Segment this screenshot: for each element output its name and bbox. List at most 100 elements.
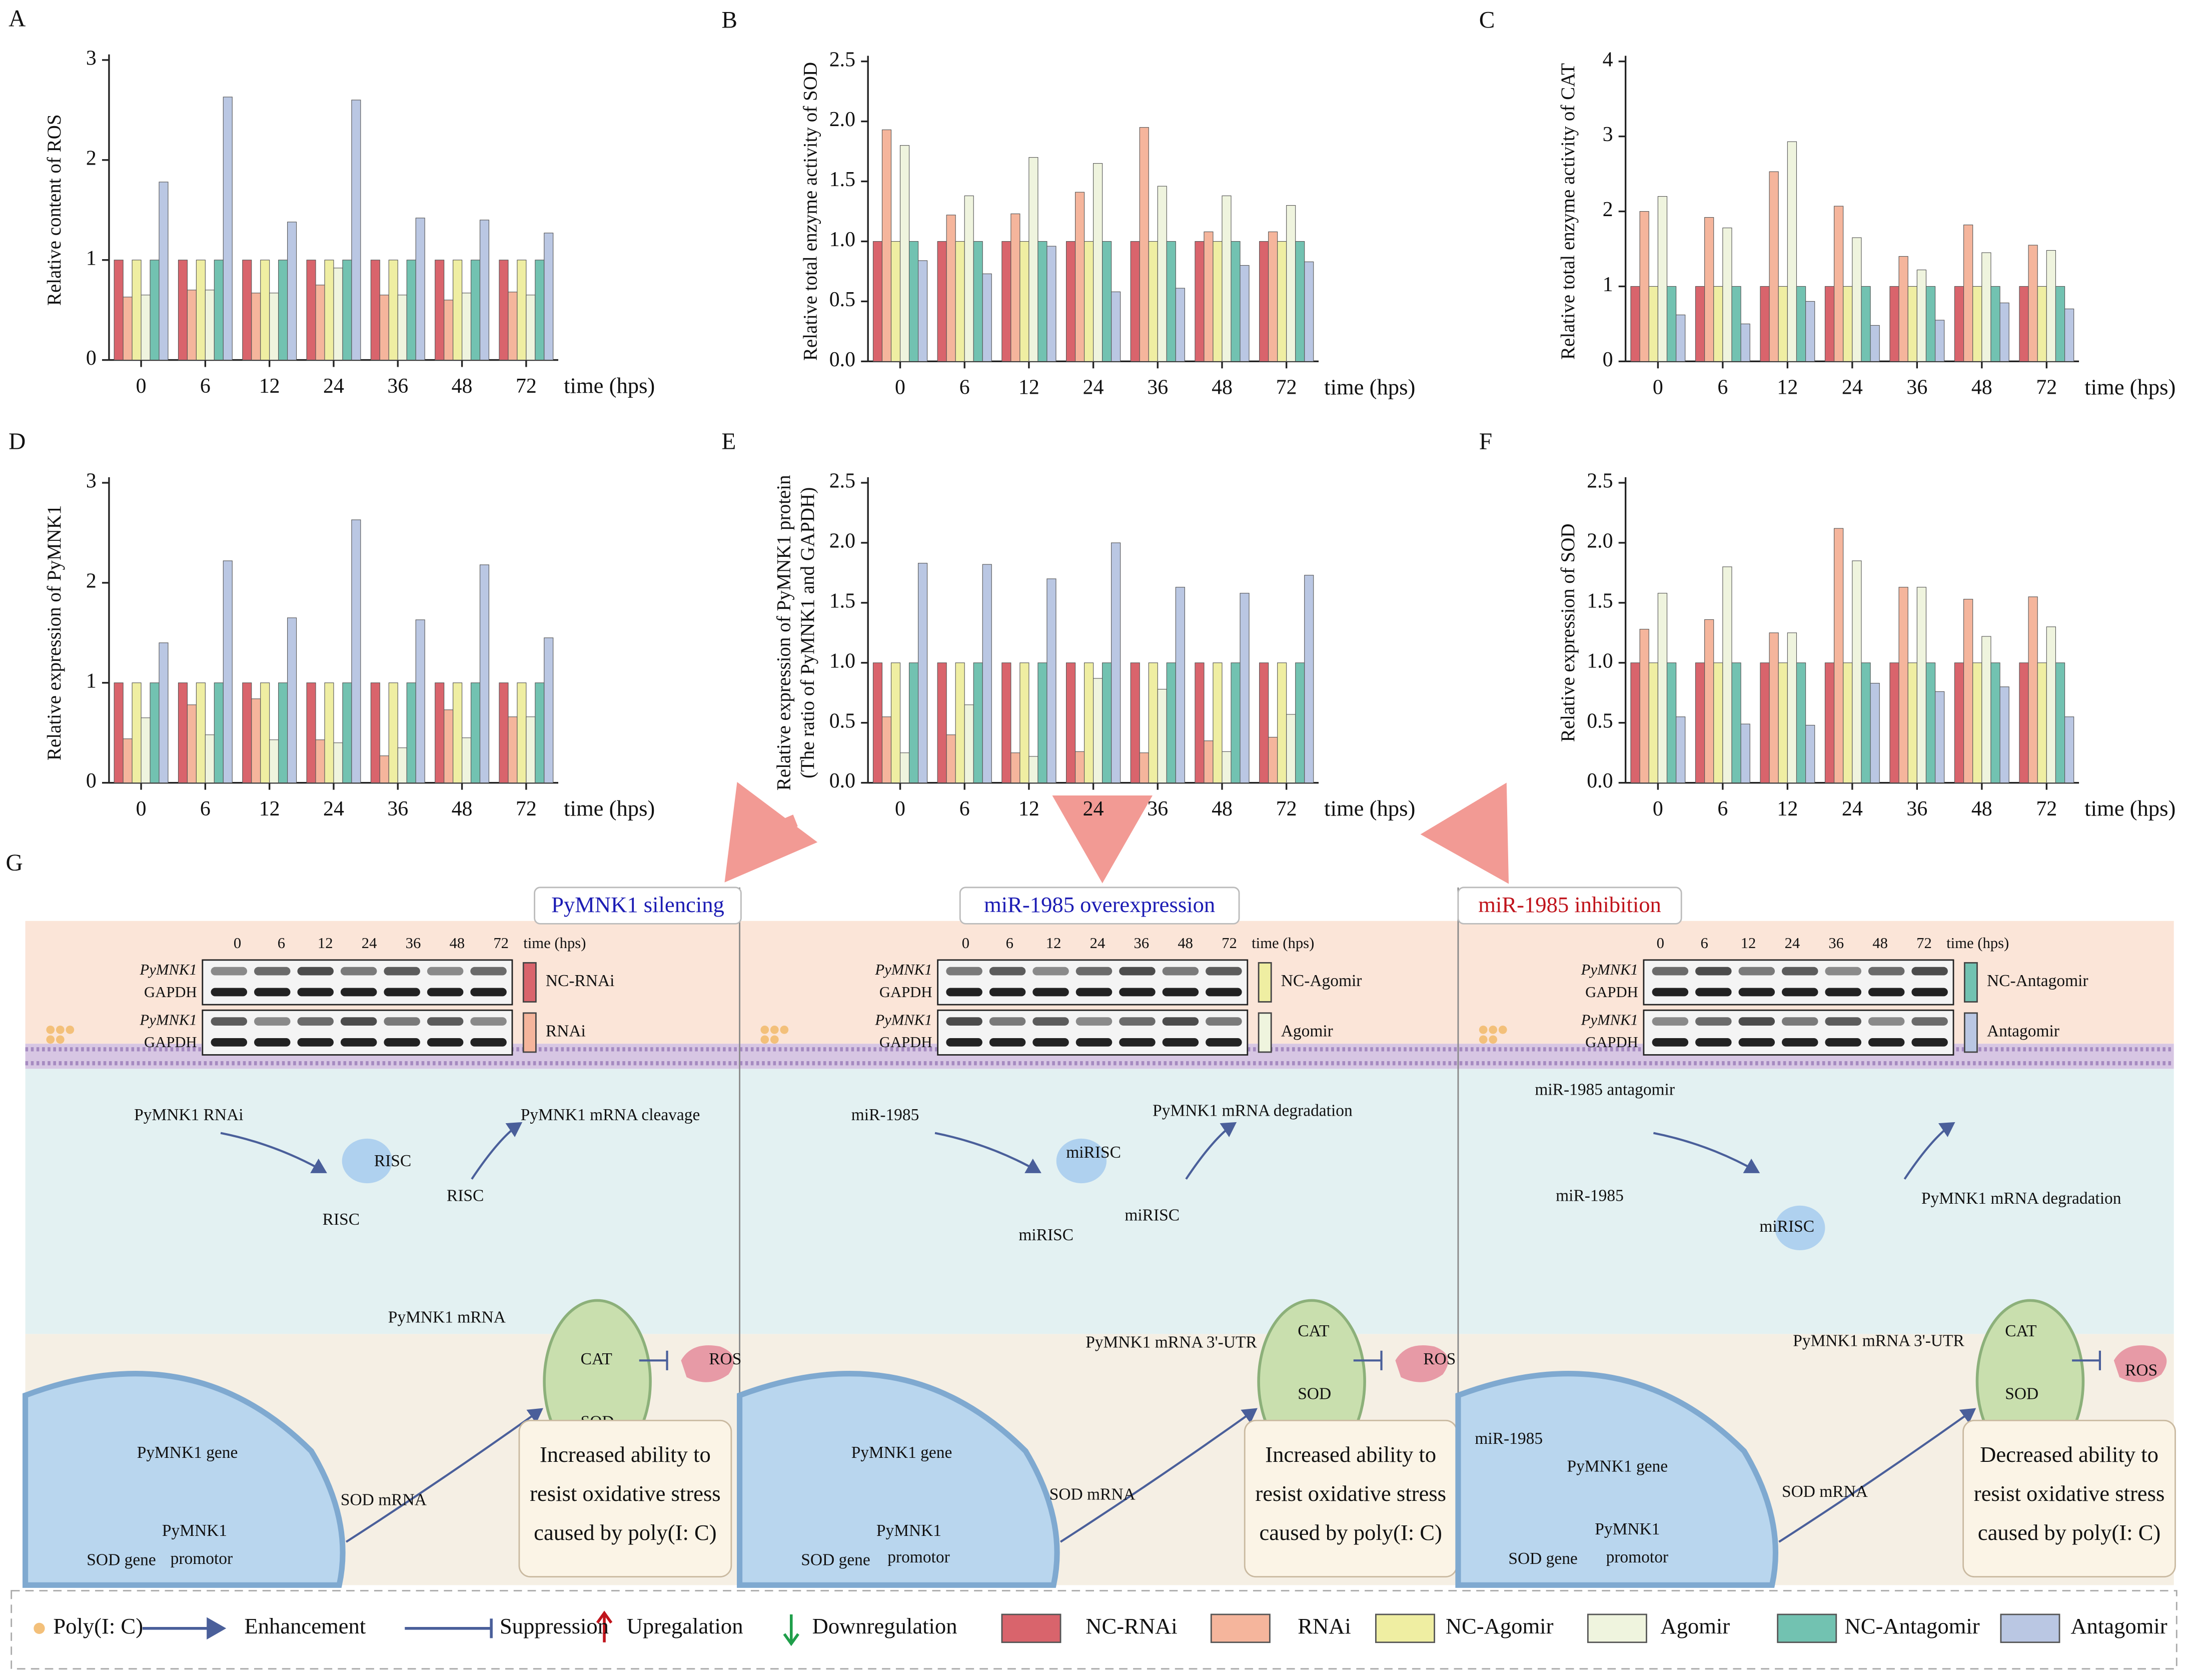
bar [1824, 286, 1835, 362]
y-tick-label: 1 [1603, 273, 1613, 296]
x-tick-label: 0 [136, 375, 147, 398]
suppress [2072, 1350, 2101, 1370]
legend-label: NC-RNAi [1085, 1613, 1177, 1638]
bar [535, 682, 545, 783]
x-tick-label: 36 [1147, 797, 1168, 820]
bar [1731, 286, 1741, 362]
bar [1769, 632, 1779, 783]
bar [1111, 542, 1121, 783]
blot-label: GAPDH [144, 984, 197, 1001]
bar [1916, 269, 1927, 362]
diagram-label: CAT [1298, 1322, 1329, 1340]
blot-time: 48 [449, 935, 465, 952]
poly-ic [760, 1035, 769, 1044]
blot-time: 12 [318, 935, 333, 952]
blot-time: 36 [406, 935, 421, 952]
diagram-label: SOD gene [801, 1551, 870, 1569]
x-tick-label: 36 [387, 375, 408, 398]
key-label: Downregulation [812, 1613, 957, 1638]
blot-band [1206, 1017, 1242, 1026]
blot-label: GAPDH [1585, 1034, 1638, 1051]
bar [1695, 286, 1705, 362]
x-tick-label: 24 [323, 375, 344, 398]
x-tick-label: 48 [452, 797, 473, 820]
blot-time: 72 [493, 935, 509, 952]
blot-band [384, 988, 420, 997]
bar [1065, 662, 1076, 783]
bar [251, 293, 261, 361]
bar [1157, 689, 1167, 783]
y-tick-label: 2.5 [829, 48, 855, 71]
legend-swatch [2000, 1613, 2060, 1643]
bar [1046, 246, 1056, 362]
blot-band [1695, 1017, 1732, 1026]
x-tick-label: 6 [1717, 376, 1728, 399]
blot-band [1868, 988, 1905, 997]
group-swatch [1963, 1012, 1978, 1053]
nucleus [1455, 1371, 1778, 1588]
blot-time: 6 [1006, 935, 1013, 952]
x-tick-label: 36 [1906, 376, 1927, 399]
bar [132, 682, 142, 783]
bar [370, 260, 380, 361]
bar [526, 295, 536, 361]
bar [1268, 231, 1278, 362]
blot-time: 72 [1222, 935, 1237, 952]
y-tick-label: 2.0 [829, 108, 855, 131]
bar [1175, 587, 1185, 783]
y-tick-label: 0 [1603, 348, 1613, 371]
bar [242, 260, 252, 361]
key-label: Enhancement [244, 1613, 366, 1638]
x-tick-label: 24 [323, 797, 344, 820]
bar [333, 268, 343, 361]
blot-label: PyMNK1 [874, 961, 932, 978]
bar [306, 260, 316, 361]
bar [2055, 286, 2065, 362]
bar [1769, 171, 1779, 362]
bar [453, 682, 463, 783]
x-tick-label: 72 [1276, 376, 1297, 399]
bar [1990, 286, 2000, 362]
conclusion-line: Increased ability to [540, 1442, 711, 1467]
blot-label: GAPDH [879, 984, 932, 1001]
bar [1630, 662, 1640, 783]
key-dot [34, 1622, 45, 1634]
diagram-label: ROS [709, 1350, 741, 1368]
diagram-label: PyMNK1 RNAi [134, 1106, 243, 1124]
bar [2055, 662, 2065, 783]
diagram-label: PyMNK1 mRNA 3'-UTR [1085, 1333, 1257, 1352]
bar [1175, 288, 1185, 362]
x-tick-label: 24 [1842, 376, 1863, 399]
bar [388, 682, 398, 783]
x-axis-label: time (hps) [2084, 796, 2175, 821]
bar [435, 260, 445, 361]
bar [287, 617, 297, 783]
y-tick-label: 0.0 [1587, 769, 1613, 792]
poly-ic [1498, 1025, 1507, 1034]
blot-band [340, 1017, 377, 1026]
poly-ic [1489, 1035, 1498, 1044]
arrow [1185, 1122, 1237, 1180]
legend-swatch [1210, 1613, 1271, 1643]
blot-band [1695, 988, 1732, 997]
bar [973, 662, 983, 783]
blot-band [1695, 967, 1732, 976]
bar [2028, 596, 2038, 783]
conclusion-line: caused by poly(I: C) [534, 1520, 716, 1545]
y-tick-label: 2 [1603, 198, 1613, 221]
diagram-label: CAT [2005, 1322, 2036, 1340]
x-axis-label: time (hps) [564, 373, 655, 398]
bar [1907, 286, 1917, 362]
x-tick-label: 72 [516, 375, 537, 398]
bar [1093, 678, 1103, 783]
bar [1713, 286, 1723, 362]
bar [499, 682, 509, 783]
x-tick-label: 0 [1653, 797, 1663, 820]
blot-label: PyMNK1 [140, 1012, 197, 1029]
bar [1805, 724, 1815, 783]
blot-box [202, 1009, 513, 1056]
blot-band [1075, 967, 1113, 976]
panel-label: D [9, 429, 26, 455]
section-title-box [1457, 887, 1682, 925]
bar [517, 260, 527, 361]
